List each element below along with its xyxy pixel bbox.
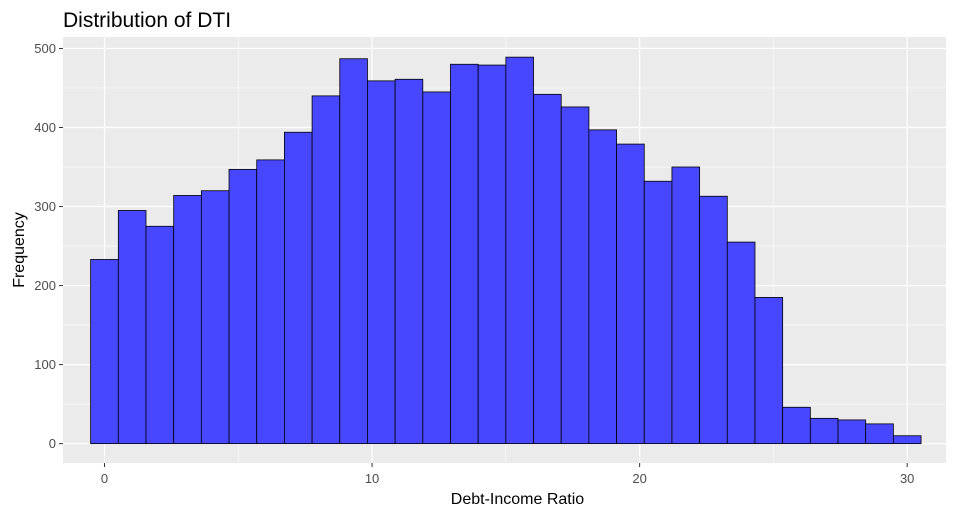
histogram-bar: [90, 259, 119, 445]
histogram-bar: [311, 95, 341, 445]
histogram-bar: [477, 64, 507, 445]
histogram-bar: [699, 195, 728, 445]
chart-title: Distribution of DTI: [63, 9, 231, 32]
y-tick-label: 500: [34, 41, 56, 56]
histogram-bar: [450, 63, 479, 445]
histogram-bar: [117, 210, 147, 445]
histogram-bar: [339, 58, 368, 445]
x-tick-label: 30: [900, 471, 914, 486]
histogram-bar: [173, 195, 202, 445]
histogram-bar: [560, 106, 590, 445]
histogram-bar: [726, 241, 756, 445]
histogram-bar: [505, 56, 534, 445]
y-axis-title: Frequency: [11, 212, 28, 288]
histogram-bar: [754, 297, 784, 445]
y-tick-label: 100: [34, 357, 56, 372]
y-axis-ticks: 0 100 200 300 400 500: [34, 41, 63, 451]
histogram-bar: [256, 159, 285, 445]
y-tick-label: 0: [49, 436, 56, 451]
x-tick-label: 10: [365, 471, 379, 486]
histogram-bar: [837, 419, 867, 445]
histogram-bar: [394, 78, 424, 445]
histogram-bar: [671, 166, 701, 445]
y-tick-label: 400: [34, 120, 56, 135]
histogram-bar: [422, 91, 451, 445]
histogram-bar: [616, 143, 645, 445]
x-axis-title: Debt-Income Ratio: [451, 491, 584, 508]
x-axis-ticks: 0 10 20 30: [101, 463, 914, 486]
y-tick-label: 200: [34, 278, 56, 293]
histogram-bar: [284, 131, 313, 445]
histogram-bar: [865, 423, 894, 445]
histogram-bar: [200, 190, 230, 445]
x-tick-label: 0: [101, 471, 108, 486]
histogram-bar: [892, 435, 922, 445]
histogram-bar: [228, 168, 258, 445]
histogram-bar: [643, 180, 673, 445]
histogram-bar: [809, 417, 839, 445]
histogram-bar: [145, 225, 175, 445]
bars: [90, 56, 922, 445]
histogram-bar: [533, 93, 562, 445]
histogram-bar: [588, 129, 617, 445]
histogram-bar: [367, 80, 396, 445]
x-tick-label: 20: [632, 471, 646, 486]
histogram-bar: [782, 406, 811, 445]
y-tick-label: 300: [34, 199, 56, 214]
